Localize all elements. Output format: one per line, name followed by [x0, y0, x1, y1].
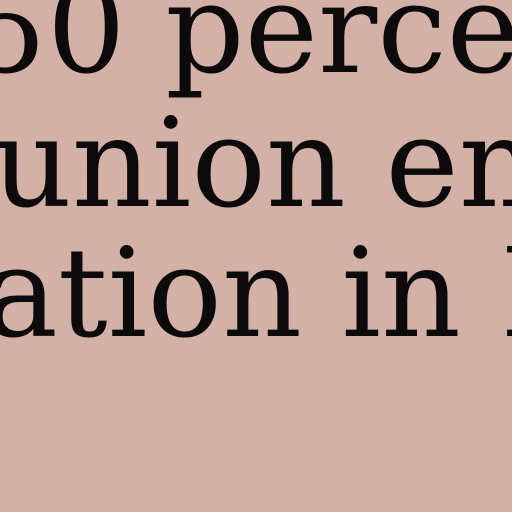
text-line-3: ation in D — [0, 222, 512, 366]
text-line-1: 50 percent — [0, 0, 512, 102]
text-line-2: union emp — [0, 92, 512, 236]
